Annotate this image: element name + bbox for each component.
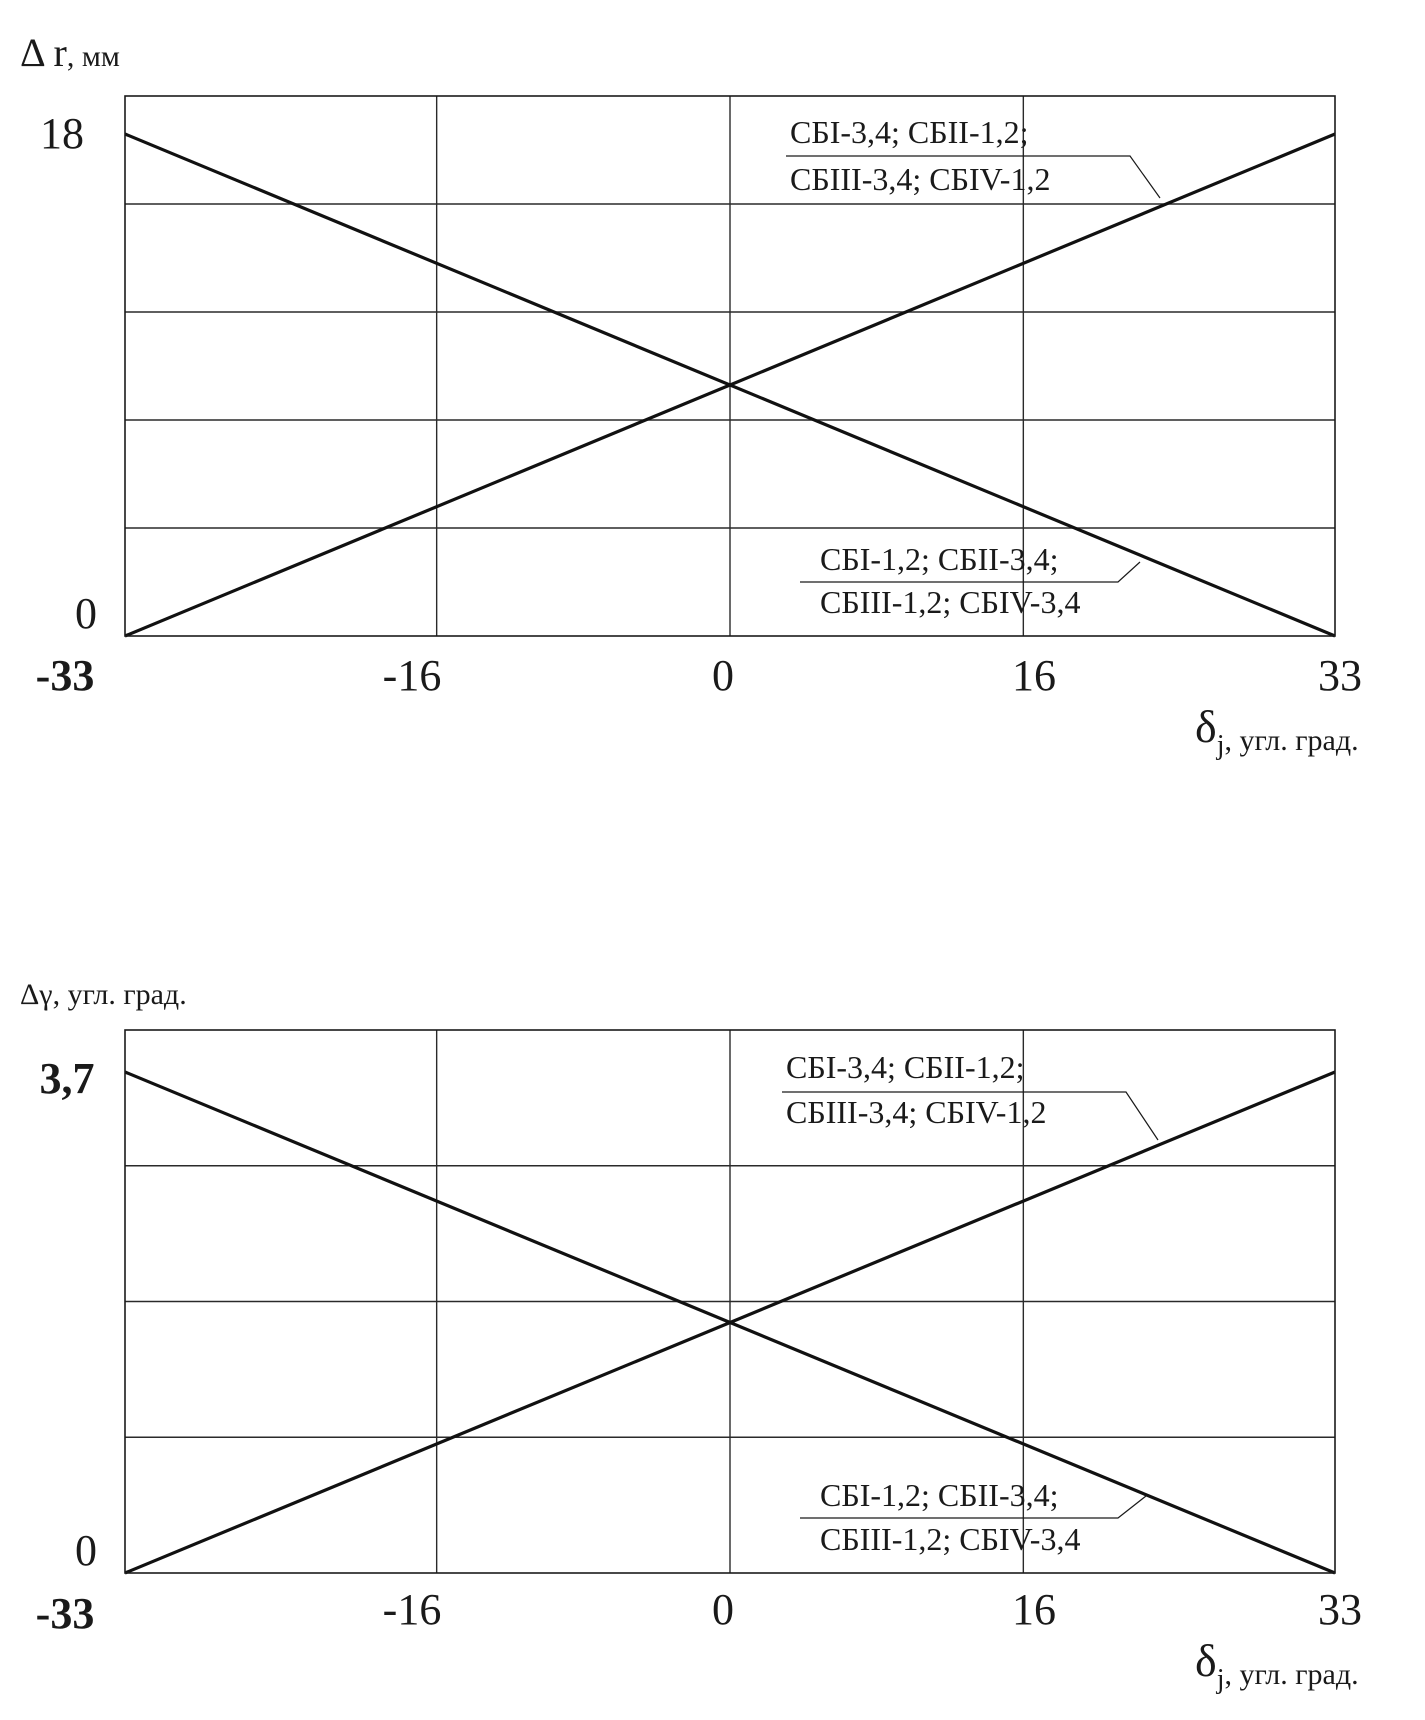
- chart-2-xtick-neg16: -16: [383, 1585, 442, 1634]
- chart-1-xlabel: δj, угл. град.: [1195, 701, 1359, 761]
- chart-2-xtick-16: 16: [1012, 1585, 1056, 1634]
- chart-1-ytick-zero: 0: [75, 589, 97, 638]
- chart-2-ytick-top: 3,7: [40, 1054, 95, 1103]
- chart-1-xtick-0: 0: [712, 651, 734, 700]
- chart-1-series-rising-line: [124, 132, 1336, 638]
- chart-1-series: [124, 132, 1336, 638]
- chart-2-annotation-falling-line2: СБІІІ-1,2; СБІV-3,4: [820, 1521, 1080, 1557]
- chart-2-annotation-rising-line2: СБІІІ-3,4; СБІV-1,2: [786, 1094, 1046, 1130]
- chart-1-ylabel: Δ r, мм: [20, 30, 120, 75]
- chart-1-xtick-neg16: -16: [383, 651, 442, 700]
- chart-2-series: [124, 1070, 1336, 1575]
- chart-2-xtick-33: 33: [1318, 1585, 1362, 1634]
- chart-2-xlabel: δj, угл. град.: [1195, 1635, 1359, 1695]
- chart-2-annotation-falling-line1: СБІ-1,2; СБІІ-3,4;: [820, 1477, 1059, 1513]
- chart-1-annotation-rising-line1: СБІ-3,4; СБІІ-1,2;: [790, 114, 1029, 150]
- chart-2-series-rising-line: [124, 1070, 1336, 1575]
- chart-2-plot-frame: [124, 1029, 1336, 1574]
- chart-2-grid: [125, 1030, 1335, 1573]
- chart-2-annotation-rising-leader: [782, 1091, 1159, 1141]
- chart-1-annotation-rising-line2: СБІІІ-3,4; СБІV-1,2: [790, 161, 1050, 197]
- chart-1-xtick-33: 33: [1318, 651, 1362, 700]
- chart-1-annotation-falling-line1: СБІ-1,2; СБІІ-3,4;: [820, 541, 1059, 577]
- chart-2-xtick-0: 0: [712, 1585, 734, 1634]
- chart-2-annotation-rising-line1: СБІ-3,4; СБІІ-1,2;: [786, 1049, 1025, 1085]
- chart-2-ylabel: Δγ, угл. град.: [20, 978, 187, 1011]
- chart-2-ytick-zero: 0: [75, 1526, 97, 1575]
- chart-1-xtick-16: 16: [1012, 651, 1056, 700]
- chart-1-annotation-falling-leader: [800, 561, 1141, 583]
- chart-1-plot-frame: [124, 95, 1336, 637]
- chart-2: Δγ, угл. град. 3,7 0 -33 -16 0 16 33 δj,…: [20, 978, 1362, 1695]
- chart-1-xtick-neg33: -33: [36, 651, 95, 700]
- chart-1-grid: [125, 96, 1335, 636]
- chart-1-ytick-top: 18: [40, 109, 84, 158]
- chart-1-annotation-falling-line2: СБІІІ-1,2; СБІV-3,4: [820, 584, 1080, 620]
- chart-1: Δ r, мм 18 0 -33 -16 0 16 33 δj, угл. гр…: [20, 30, 1362, 761]
- chart-1-annotation-rising-leader: [786, 155, 1161, 199]
- chart-2-annotation-falling-leader: [800, 1495, 1147, 1519]
- chart-2-xtick-neg33: -33: [36, 1589, 95, 1638]
